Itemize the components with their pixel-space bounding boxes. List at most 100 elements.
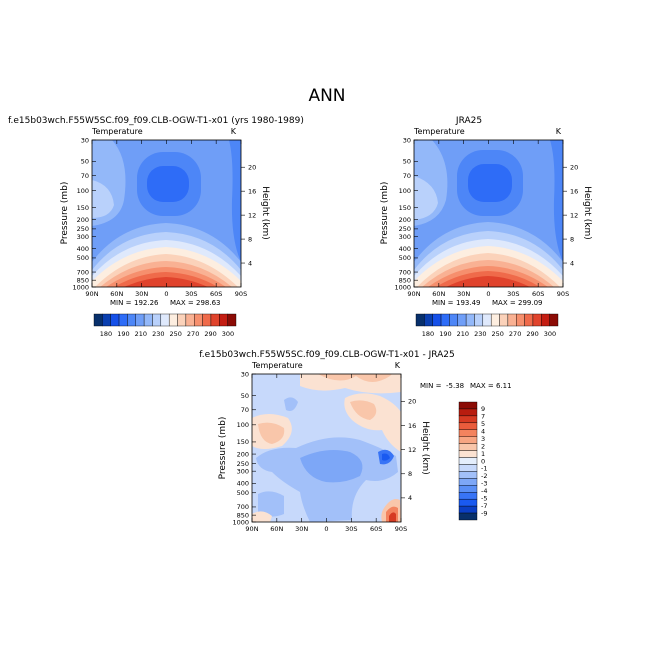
colorbar-tick-label: 9	[481, 405, 485, 413]
colorbar-tick-label: -3	[481, 480, 487, 488]
contour-core-inner	[468, 164, 512, 202]
colorbar-tick-label: 210	[457, 330, 469, 338]
colorbar-swatch	[185, 313, 195, 327]
colorbar-swatch	[458, 492, 478, 500]
colorbar-swatch	[541, 313, 550, 327]
x-tick-label: 0	[486, 290, 490, 298]
y-tick-label: 50	[403, 158, 411, 166]
panel-obs-title: JRA25	[455, 116, 482, 126]
colorbar-swatch	[499, 313, 509, 327]
colorbar-swatch	[458, 478, 478, 486]
colorbar-swatch	[227, 313, 237, 327]
panel-diff-min-label: MIN =	[420, 382, 442, 390]
diff-warm-bottom-right-3	[389, 512, 396, 522]
colorbar-swatch	[194, 313, 203, 327]
colorbar-tick-label: -5	[481, 494, 487, 502]
panel-diff-ylabel: Pressure (mb)	[218, 417, 228, 480]
colorbar-swatch	[177, 313, 187, 327]
height-tick-label: 8	[408, 470, 412, 478]
colorbar-tick-label: 290	[526, 330, 538, 338]
y-tick-label: 500	[399, 254, 411, 262]
y-tick-label: 100	[399, 187, 411, 195]
y-tick-label: 100	[237, 421, 249, 429]
y-tick-label: 70	[241, 406, 249, 414]
colorbar-swatch	[432, 313, 442, 327]
colorbar-tick-label: -9	[481, 509, 487, 517]
y-tick-label: 50	[241, 392, 249, 400]
colorbar-tick-label: 250	[170, 330, 182, 338]
colorbar-swatch	[507, 313, 517, 327]
x-tick-label: 90S	[395, 525, 407, 533]
colorbar-swatch	[458, 443, 478, 451]
colorbar-swatch	[458, 457, 478, 465]
contour-band-9	[446, 276, 530, 287]
panel-model-colorbar: 180 190 210 230 250 270 290 300	[93, 313, 237, 338]
y-tick-label: 500	[237, 489, 249, 497]
y-tick-label: 250	[399, 225, 411, 233]
y-tick-label: 30	[241, 370, 249, 378]
panel-diff-subtitle-right: K	[395, 361, 401, 370]
colorbar-tick-label: 7	[481, 413, 485, 421]
height-tick-label: 8	[248, 235, 252, 243]
x-tick-label: 60N	[432, 290, 445, 298]
panel-model-min-value: 192.26	[134, 299, 159, 307]
y-tick-label: 700	[237, 503, 249, 511]
colorbar-swatch	[516, 313, 525, 327]
y-tick-label: 200	[237, 450, 249, 458]
colorbar-swatch	[143, 313, 153, 327]
height-tick-label: 4	[248, 259, 252, 267]
colorbar-tick-label: 2	[481, 442, 485, 450]
panel-obs-max-label: MAX =	[492, 299, 516, 307]
x-tick-label: 30N	[295, 525, 308, 533]
contour-band-9	[124, 277, 208, 287]
height-tick-label: 20	[408, 398, 416, 406]
y-tick-label: 850	[237, 511, 249, 519]
colorbar-swatch	[127, 313, 136, 327]
panel-diff-max-label: MAX =	[470, 382, 494, 390]
page-title: ANN	[308, 86, 346, 106]
panel-obs-min-value: 193.49	[456, 299, 481, 307]
x-tick-label: 60N	[270, 525, 283, 533]
y-tick-label: 150	[399, 204, 411, 212]
panel-diff-title: f.e15b03wch.F55W5SC.f09_f09.CLB-OGW-T1-x…	[199, 350, 454, 360]
y-tick-label: 850	[77, 276, 89, 284]
colorbar-swatch	[415, 313, 425, 327]
height-tick-label: 8	[570, 235, 574, 243]
diff-cool-upper	[284, 397, 298, 411]
colorbar-tick-label: 210	[135, 330, 147, 338]
colorbar-tick-label: -7	[481, 502, 487, 510]
colorbar-tick-label: 230	[474, 330, 486, 338]
colorbar-swatch	[549, 313, 559, 327]
y-tick-label: 300	[399, 233, 411, 241]
y-tick-label: 1000	[394, 283, 411, 291]
contour-band-left-pale	[414, 176, 438, 220]
colorbar-swatch	[458, 485, 478, 493]
colorbar-tick-label: 0	[481, 457, 485, 465]
colorbar-tick-label: 230	[152, 330, 164, 338]
x-tick-label: 90S	[235, 290, 247, 298]
y-tick-label: 70	[81, 172, 89, 180]
panel-model-ylabel: Pressure (mb)	[60, 182, 70, 245]
y-tick-label: 150	[237, 438, 249, 446]
panel-diff-subtitle-left: Temperature	[251, 361, 303, 370]
colorbar-swatch	[118, 313, 128, 327]
y-tick-label: 700	[399, 268, 411, 276]
colorbar-swatch	[457, 313, 467, 327]
panel-obs-ylabel: Pressure (mb)	[380, 182, 390, 245]
colorbar-tick-label: 190	[439, 330, 451, 338]
y-tick-label: 200	[399, 216, 411, 224]
x-tick-label: 90N	[85, 290, 98, 298]
y-tick-label: 400	[399, 245, 411, 253]
colorbar-swatch	[93, 313, 103, 327]
y-tick-label: 300	[237, 467, 249, 475]
colorbar-swatch	[458, 436, 478, 444]
colorbar-swatch	[210, 313, 220, 327]
diff-warm-top-core	[318, 374, 392, 382]
panel-obs-min-label: MIN =	[432, 299, 454, 307]
y-tick-label: 500	[77, 254, 89, 262]
panel-diff-plot: 90N 60N 30N 0 30S 60S 90S 30 50 70 100 150 200 25030…	[232, 370, 416, 533]
height-tick-label: 16	[408, 422, 416, 430]
panel-obs: JRA25 Temperature K 90N 60N 30N 0 30S 60S 90S …	[380, 116, 592, 338]
colorbar-swatch	[458, 415, 478, 424]
